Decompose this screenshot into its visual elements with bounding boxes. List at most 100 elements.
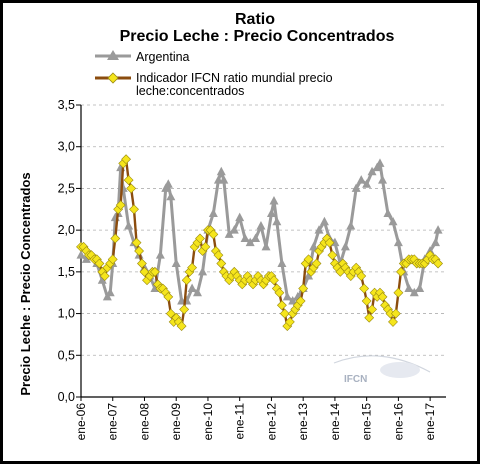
data-point-argentina [393, 237, 403, 247]
data-point-ifcn [216, 258, 227, 269]
data-point-ifcn [126, 183, 137, 194]
data-point-argentina [251, 233, 261, 242]
data-point-ifcn [390, 308, 401, 319]
data-point-argentina [431, 237, 441, 247]
data-point-ifcn [195, 233, 205, 244]
ifcn-watermark: IFCN [333, 355, 431, 385]
data-point-ifcn [393, 287, 404, 298]
data-point-argentina [219, 175, 229, 184]
y-tick-label: 1,5 [58, 265, 75, 279]
data-point-ifcn [213, 250, 224, 261]
x-tick-labels: ene-06 ene-07 ene-08 ene-09 ene-10 ene-11 ene-… [74, 397, 437, 440]
data-point-argentina [198, 266, 208, 276]
data-point-argentina [433, 225, 443, 234]
data-point-argentina [415, 283, 425, 293]
data-point-ifcn [274, 287, 285, 298]
data-point-argentina [269, 195, 279, 205]
data-point-argentina [166, 191, 176, 201]
data-point-ifcn [107, 254, 118, 265]
data-point-argentina [272, 216, 282, 226]
legend-label-ifcn: Indicador IFCN ratio mundial precio lech… [136, 71, 336, 98]
data-point-ifcn [187, 262, 198, 273]
data-point-ifcn [276, 300, 287, 311]
data-point-ifcn [165, 308, 176, 319]
watermark-text: IFCN [344, 374, 367, 385]
data-point-argentina [351, 183, 361, 192]
data-point-ifcn [150, 266, 160, 277]
y-tick-label: 2,5 [58, 181, 75, 195]
data-point-argentina [375, 158, 385, 167]
data-point-ifcn [279, 308, 290, 319]
y-tick-label: 2,0 [58, 223, 75, 237]
legend-label-ifcn-line2: leche:concentrados [136, 84, 244, 98]
data-point-ifcn [361, 296, 372, 306]
data-point-ifcn [121, 154, 131, 165]
data-point-ifcn [311, 258, 322, 269]
legend-marker-argentina [107, 50, 119, 60]
legend-label-ifcn-line1: Indicador IFCN ratio mundial precio [136, 71, 333, 85]
data-point-argentina [235, 212, 245, 222]
data-point-ifcn [295, 296, 306, 306]
x-tick-label: ene-11 [233, 403, 247, 440]
data-point-argentina [314, 225, 324, 234]
data-point-argentina [187, 283, 197, 293]
x-tick-label: ene-08 [137, 403, 151, 441]
data-point-ifcn [134, 246, 145, 256]
data-point-ifcn [123, 175, 134, 186]
data-point-argentina [346, 220, 356, 230]
data-point-argentina [216, 166, 226, 176]
data-point-argentina [229, 225, 239, 234]
data-point-ifcn [324, 237, 335, 248]
chart-subtitle: Precio Leche : Precio Concentrados [120, 28, 395, 45]
data-point-ifcn [139, 266, 150, 277]
data-point-argentina [81, 254, 91, 263]
series-argentina [76, 158, 443, 305]
data-point-argentina [155, 250, 165, 259]
data-point-argentina [171, 258, 181, 268]
data-point-ifcn [176, 321, 187, 332]
data-point-argentina [97, 275, 107, 284]
x-tick-label: ene-17 [423, 403, 437, 441]
x-tick-label: ene-15 [360, 403, 374, 441]
data-point-argentina [378, 175, 388, 184]
data-point-argentina [304, 271, 314, 280]
data-point-ifcn [179, 304, 190, 315]
x-tick-label: ene-14 [328, 403, 342, 441]
data-point-ifcn [284, 316, 295, 327]
data-point-ifcn [129, 204, 139, 215]
y-tick-label: 1,0 [58, 307, 75, 321]
data-point-argentina [404, 283, 414, 293]
data-point-argentina [319, 216, 329, 226]
data-point-ifcn [367, 304, 377, 315]
data-point-argentina [266, 208, 276, 217]
data-point-argentina [208, 208, 218, 217]
data-point-ifcn [303, 254, 314, 265]
data-point-ifcn [433, 258, 443, 269]
data-point-ifcn [99, 271, 110, 281]
watermark-globe [380, 362, 420, 378]
y-tick-label: 0,5 [58, 348, 75, 362]
data-point-ifcn [208, 229, 219, 240]
y-tick-labels: 0,0 0,5 1,0 1,5 2,0 2,5 3,0 3,5 [58, 98, 81, 404]
data-point-argentina [367, 166, 377, 176]
data-point-argentina [240, 233, 250, 242]
x-tick-label: ene-07 [106, 403, 120, 441]
data-point-argentina [383, 208, 393, 217]
legend-marker-ifcn [107, 72, 119, 84]
x-tick-label: ene-12 [264, 403, 278, 441]
data-point-ifcn [181, 275, 192, 286]
data-point-ifcn [137, 258, 147, 269]
data-point-ifcn [356, 271, 367, 281]
data-point-argentina [409, 287, 419, 297]
data-point-ifcn [200, 241, 211, 252]
legend: Argentina Indicador IFCN ratio mundial p… [95, 50, 336, 98]
data-point-argentina [388, 216, 398, 226]
x-tick-label: ene-16 [391, 403, 405, 441]
data-point-ifcn [269, 275, 279, 286]
data-point-ifcn [110, 233, 121, 244]
data-point-ifcn [377, 291, 388, 302]
plot-area: IFCN 0,00,51,01,52,02,53,03,5 ene-06 ene-… [58, 98, 446, 440]
data-point-ifcn [396, 266, 406, 277]
